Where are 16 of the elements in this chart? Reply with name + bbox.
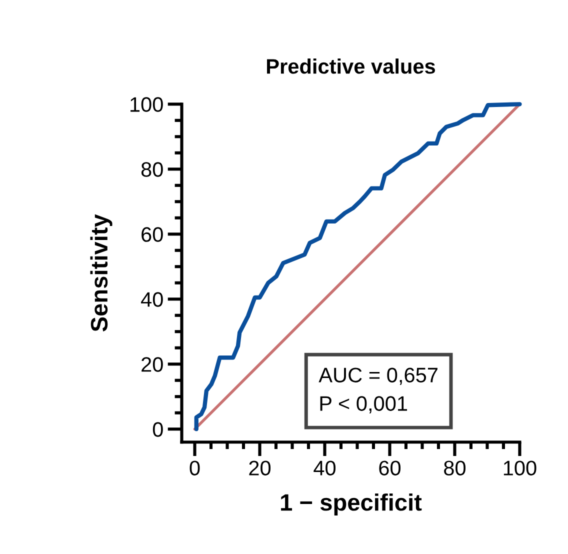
y-tick-label: 0 <box>152 422 163 437</box>
y-tick-label: 60 <box>142 227 163 242</box>
y-tick-label: 80 <box>141 162 163 177</box>
x-tick-label: 80 <box>444 460 466 476</box>
annotation: AUC = 0,657 P < 0,001 <box>318 368 438 414</box>
x-tick-label: 40 <box>314 460 336 476</box>
y-axis-title: Sensitivity <box>90 214 112 332</box>
x-axis-title: 1 − specificit <box>281 493 422 516</box>
y-tick-label: 100 <box>130 97 163 112</box>
chart-title: Predictive values <box>267 58 436 74</box>
x-tick-label: 0 <box>190 460 200 476</box>
x-tick-label: 100 <box>504 460 536 476</box>
x-tick-label: 60 <box>379 460 401 476</box>
y-tick-label: 40 <box>141 292 163 307</box>
x-tick-label: 20 <box>249 460 271 476</box>
y-tick-label: 20 <box>142 357 163 372</box>
